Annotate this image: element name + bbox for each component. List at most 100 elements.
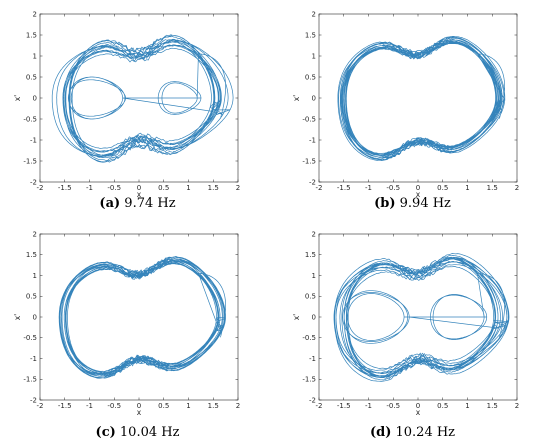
x-tick-label: 2 [515,184,519,192]
phase-plot-a: -2 -1.5 -1 -0.5 0 0.5 1 1.5 2 -2 -1.5 -1 -0.5 0 0.5 1 1.… [13,10,240,199]
x-tick-label: -1 [365,402,372,410]
y-tick-label: -0.5 [23,115,37,123]
y-tick-label: -1 [309,355,316,363]
x-tick-label: 1 [465,402,469,410]
x-axis-label: x [416,408,421,417]
trajectory-line [337,35,506,161]
y-tick-label: -1.5 [23,376,37,384]
y-tick-label: 1.5 [305,31,316,39]
x-tick-label: 0 [137,402,141,410]
caption-letter: (b) [374,196,396,211]
trajectory-line [333,253,510,382]
y-tick-label: -1.5 [23,157,37,165]
x-tick-label: 0.5 [158,184,169,192]
y-tick-label: 1 [33,272,37,280]
caption-letter: (d) [369,425,392,440]
x-tick-label: 1.5 [208,402,219,410]
y-tick-label: 2 [312,230,316,238]
x-tick-label: -0.5 [107,402,121,410]
y-tick-label: -1 [309,136,316,144]
x-tick-label: -1 [365,184,372,192]
trajectory-line [51,34,234,163]
y-tick-label: 1.5 [305,251,316,259]
y-tick-label: 1 [312,272,316,280]
y-tick-label: -2 [30,178,37,186]
y-tick-label: 0 [312,94,316,102]
caption-text: 10.04 Hz [119,425,180,440]
x-tick-label: -0.5 [386,402,400,410]
caption-letter: (a) [99,196,121,211]
x-axis-label: x [416,190,421,199]
caption-text: 10.24 Hz [395,425,456,440]
x-tick-label: -2 [316,402,323,410]
caption-c: (c) 10.04 Hz [0,425,275,440]
x-tick-label: -2 [37,184,44,192]
y-tick-label: -0.5 [302,115,316,123]
phase-plot-d: -2 -1.5 -1 -0.5 0 0.5 1 1.5 2 -2 -1.5 -1 -0.5 0 0.5 1 1.… [292,230,519,417]
x-tick-label: 1 [186,402,190,410]
y-tick-label: 0.5 [305,73,316,81]
x-tick-label: 2 [515,402,519,410]
y-tick-label: 1 [33,52,37,60]
y-tick-label: -2 [309,178,316,186]
y-tick-label: -2 [309,396,316,404]
y-axis-label: x' [13,314,22,321]
y-tick-label: 1.5 [26,31,37,39]
y-tick-label: 0.5 [26,293,37,301]
x-tick-label: 1.5 [487,402,498,410]
x-tick-label: 0 [416,184,420,192]
x-tick-label: -0.5 [386,184,400,192]
x-axis-label: x [137,408,142,417]
phase-plot-b: -2 -1.5 -1 -0.5 0 0.5 1 1.5 2 -2 -1.5 -1 -0.5 0 0.5 1 1.… [292,10,519,199]
panel-a: -2 -1.5 -1 -0.5 0 0.5 1 1.5 2 -2 -1.5 -1 -0.5 0 0.5 1 1.… [0,0,275,224]
x-tick-label: 0.5 [437,402,448,410]
x-tick-label: -2 [37,402,44,410]
x-tick-label: -0.5 [107,184,121,192]
caption-text: 9.94 Hz [399,196,451,211]
y-tick-label: 0.5 [26,73,37,81]
panel-b: -2 -1.5 -1 -0.5 0 0.5 1 1.5 2 -2 -1.5 -1 -0.5 0 0.5 1 1.… [275,0,550,224]
y-tick-label: 2 [33,230,37,238]
x-tick-label: -2 [316,184,323,192]
axes-box [39,233,239,401]
x-tick-label: -1 [86,402,93,410]
x-tick-label: -1.5 [58,402,72,410]
y-axis-label: x' [13,95,22,102]
caption-a: (a) 9.74 Hz [0,196,275,211]
y-tick-label: -1.5 [302,376,316,384]
phase-plot-c: -2 -1.5 -1 -0.5 0 0.5 1 1.5 2 -2 -1.5 -1 -0.5 0 0.5 1 1.… [13,230,240,417]
trajectory-line [58,256,226,379]
x-axis-label: x [137,190,142,199]
x-tick-label: 2 [236,184,240,192]
y-tick-label: -2 [30,396,37,404]
y-tick-label: 0 [33,94,37,102]
x-tick-label: 2 [236,402,240,410]
y-tick-label: 0 [33,313,37,321]
x-tick-label: 0.5 [158,402,169,410]
y-tick-label: 1 [312,52,316,60]
x-tick-label: 0 [137,184,141,192]
y-tick-label: -1.5 [302,157,316,165]
caption-letter: (c) [95,425,116,440]
caption-d: (d) 10.24 Hz [275,425,550,440]
y-tick-label: -0.5 [23,334,37,342]
axes-box [318,13,518,183]
y-tick-label: 0.5 [305,293,316,301]
y-tick-label: -0.5 [302,334,316,342]
x-tick-label: 0 [416,402,420,410]
x-tick-label: -1.5 [337,402,351,410]
x-tick-label: 1 [465,184,469,192]
y-tick-label: -1 [30,355,37,363]
y-axis-label: x' [292,95,301,102]
y-tick-label: -1 [30,136,37,144]
y-tick-label: 0 [312,313,316,321]
x-tick-label: -1.5 [337,184,351,192]
panel-c: -2 -1.5 -1 -0.5 0 0.5 1 1.5 2 -2 -1.5 -1 -0.5 0 0.5 1 1.… [0,224,275,448]
x-tick-label: -1.5 [58,184,72,192]
x-tick-label: -1 [86,184,93,192]
x-tick-label: 0.5 [437,184,448,192]
panel-d: -2 -1.5 -1 -0.5 0 0.5 1 1.5 2 -2 -1.5 -1 -0.5 0 0.5 1 1.… [275,224,550,448]
y-axis-label: x' [292,314,301,321]
y-tick-label: 2 [312,10,316,18]
x-tick-label: 1.5 [487,184,498,192]
